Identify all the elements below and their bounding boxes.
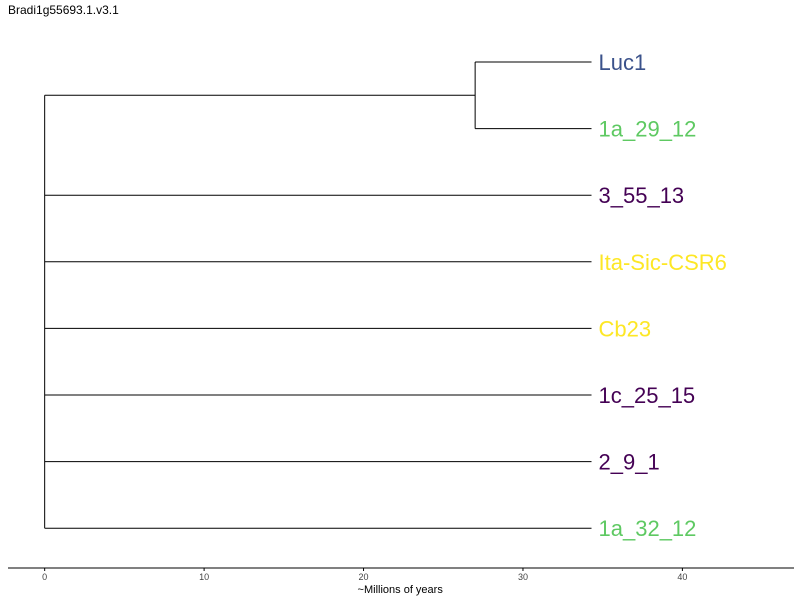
leaf-label: 2_9_1 bbox=[599, 450, 660, 475]
leaf-label: 3_55_13 bbox=[599, 183, 685, 208]
x-tick-label: 0 bbox=[42, 572, 47, 582]
leaf-label: Cb23 bbox=[599, 316, 652, 341]
x-tick-label: 40 bbox=[677, 572, 687, 582]
x-tick-label: 20 bbox=[359, 572, 369, 582]
x-tick-label: 10 bbox=[199, 572, 209, 582]
leaf-label: Luc1 bbox=[599, 50, 647, 75]
leaf-label: 1c_25_15 bbox=[599, 383, 696, 408]
leaf-label: 1a_32_12 bbox=[599, 516, 697, 541]
page-title: Bradi1g55693.1.v3.1 bbox=[8, 3, 119, 17]
leaf-label: 1a_29_12 bbox=[599, 117, 697, 142]
x-tick-label: 30 bbox=[518, 572, 528, 582]
leaf-label: Ita-Sic-CSR6 bbox=[599, 250, 727, 275]
branches bbox=[44, 61, 592, 529]
leaf-labels: Luc1 1a_29_12 3_55_13 Ita-Sic-CSR6 Cb23 1c_25… bbox=[599, 50, 727, 541]
x-axis-label: ~Millions of years bbox=[358, 584, 444, 596]
x-axis: 0 10 20 30 40 ~Millions of years bbox=[8, 567, 794, 596]
